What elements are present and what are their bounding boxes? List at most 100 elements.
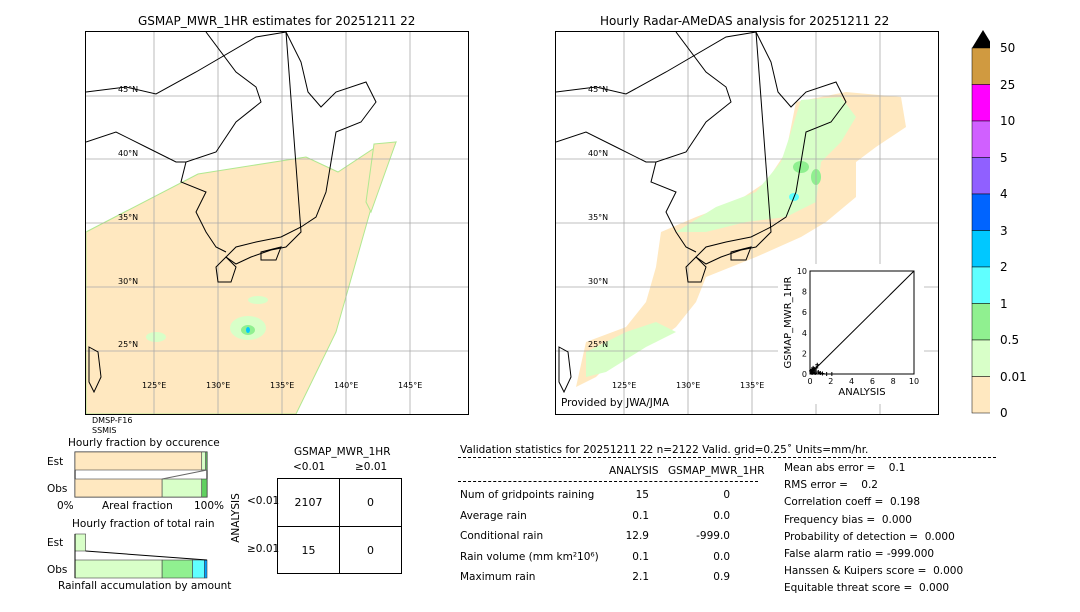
rain-cell-max bbox=[246, 327, 250, 333]
col-label: <0.01 bbox=[293, 461, 326, 473]
x-tick-label: 10 bbox=[909, 377, 919, 386]
connector-line bbox=[74, 534, 208, 578]
stat-gsmap: 0 bbox=[723, 489, 730, 501]
rain-cell bbox=[793, 161, 809, 173]
col-label: ≥0.01 bbox=[355, 461, 388, 473]
score-item: Hanssen & Kuipers score = 0.000 bbox=[784, 565, 964, 578]
colorbar-label: 10 bbox=[1000, 114, 1016, 128]
colorbar bbox=[971, 30, 990, 414]
left-lon-label: 130°E bbox=[206, 381, 231, 390]
right-lat-label: 45°N bbox=[588, 85, 609, 94]
colorbar-label: 5 bbox=[1000, 150, 1008, 165]
cell-miss: 15 bbox=[277, 526, 340, 574]
left-lat-label: 45°N bbox=[118, 85, 139, 94]
occurrence-est-segment bbox=[74, 451, 203, 471]
rain-obs-segment bbox=[74, 559, 163, 579]
colorbar-extend-arrow bbox=[972, 30, 990, 48]
graticule bbox=[86, 32, 468, 414]
colorbar-segment bbox=[971, 157, 990, 195]
rain-fraction-xlabel: Rainfall accumulation by amount bbox=[58, 580, 232, 592]
x-tick-0: 0% bbox=[57, 500, 74, 512]
cell-hit-none: 2107 bbox=[277, 478, 340, 527]
right-lat-label: 30°N bbox=[588, 277, 609, 286]
right-lon-label: 125°E bbox=[612, 381, 637, 390]
left-lon-label: 125°E bbox=[142, 381, 167, 390]
rain-est-segment bbox=[74, 533, 86, 552]
sensor-label: DMSP-F16 bbox=[92, 416, 133, 425]
occurrence-est-segment bbox=[201, 451, 206, 471]
obs-label: Obs bbox=[47, 564, 68, 576]
col-header-analysis: ANALYSIS bbox=[609, 465, 659, 477]
colorbar-label: 50 bbox=[1000, 41, 1016, 55]
data-credit: Provided by JWA/JMA bbox=[561, 397, 670, 409]
colorbar-segment bbox=[971, 47, 990, 85]
occurrence-obs-segment bbox=[201, 478, 208, 498]
y-tick-label: 10 bbox=[797, 267, 807, 276]
colorbar-segment bbox=[971, 303, 990, 341]
right-lon-label: 130°E bbox=[676, 381, 701, 390]
score-item: Mean abs error = 0.1 bbox=[784, 462, 906, 474]
stat-analysis: 15 bbox=[635, 489, 649, 501]
score-item: Probability of detection = 0.000 bbox=[784, 530, 955, 543]
y-tick-label: 6 bbox=[802, 308, 807, 317]
rain-obs-segment bbox=[192, 559, 205, 579]
x-tick-1: 100% bbox=[194, 500, 225, 512]
stat-gsmap: 0.9 bbox=[713, 571, 730, 583]
scatter-point bbox=[813, 368, 818, 373]
colorbar-label: 0.01 bbox=[1000, 369, 1027, 384]
rain-area-green bbox=[586, 322, 676, 377]
stat-label: Conditional rain bbox=[460, 530, 544, 542]
divider bbox=[458, 457, 996, 458]
scatter-plot: 00 2 2 4 4 6 6 8 8 10 10 ANALYSIS GSMAP_MWR_1HR bbox=[783, 267, 919, 398]
rain-cell bbox=[248, 296, 268, 304]
cell-hit: 0 bbox=[339, 526, 402, 574]
stat-label: Maximum rain bbox=[460, 571, 536, 583]
left-lat-label: 30°N bbox=[118, 277, 139, 286]
scatter-point bbox=[824, 372, 829, 376]
scatter-point bbox=[816, 369, 821, 374]
left-lat-label: 25°N bbox=[118, 340, 139, 349]
score-item: Equitable threat score = 0.000 bbox=[784, 582, 950, 595]
connector-line bbox=[162, 469, 208, 480]
obs-label: Obs bbox=[47, 483, 68, 495]
scatter-point bbox=[820, 371, 825, 376]
right-lon-label: 135°E bbox=[740, 381, 765, 390]
y-tick-label: 4 bbox=[802, 329, 807, 338]
right-lat-label: 40°N bbox=[588, 149, 609, 158]
right-map-title: Hourly Radar-AMeDAS analysis for 2025121… bbox=[600, 14, 890, 28]
stat-label: Num of gridpoints raining bbox=[460, 489, 595, 501]
est-label: Est bbox=[47, 537, 64, 549]
y-tick-label: 2 bbox=[802, 349, 807, 358]
colorbar-label: 0 bbox=[1000, 406, 1008, 420]
row-title: ANALYSIS bbox=[229, 493, 242, 543]
coastlines bbox=[86, 32, 377, 394]
score-item: False alarm ratio = -999.000 bbox=[784, 548, 935, 560]
row-label: ≥0.01 bbox=[247, 543, 280, 555]
divider bbox=[458, 481, 758, 482]
stat-analysis: 0.1 bbox=[632, 550, 649, 563]
colorbar-label: 2 bbox=[1000, 260, 1008, 274]
stat-analysis: 2.1 bbox=[632, 571, 649, 583]
right-map bbox=[555, 31, 939, 415]
colorbar-segment bbox=[971, 266, 990, 304]
colorbar-segment bbox=[971, 339, 990, 377]
est-label: Est bbox=[47, 456, 64, 468]
col-header-gsmap: GSMAP_MWR_1HR bbox=[668, 465, 765, 477]
right-lat-label: 25°N bbox=[588, 340, 609, 349]
stats-header: Validation statistics for 20251211 22 n=… bbox=[460, 444, 869, 456]
cell-false-alarm: 0 bbox=[339, 478, 402, 527]
rain-area-ne bbox=[365, 141, 397, 214]
colorbar-label: 0.5 bbox=[1000, 333, 1020, 347]
occurrence-est-segment bbox=[205, 451, 208, 471]
colorbar-segment bbox=[971, 376, 990, 414]
left-lat-label: 35°N bbox=[118, 213, 139, 222]
scatter-point bbox=[829, 372, 834, 376]
contingency-title: GSMAP_MWR_1HR bbox=[294, 446, 391, 458]
diagonal-line bbox=[809, 270, 915, 375]
stat-gsmap: 0.0 bbox=[713, 550, 730, 563]
colorbar-segment bbox=[971, 230, 990, 268]
x-tick-label: 0 bbox=[807, 377, 812, 386]
left-lon-label: 135°E bbox=[270, 381, 295, 390]
right-lat-label: 35°N bbox=[588, 213, 609, 222]
scatter-point bbox=[810, 370, 815, 375]
